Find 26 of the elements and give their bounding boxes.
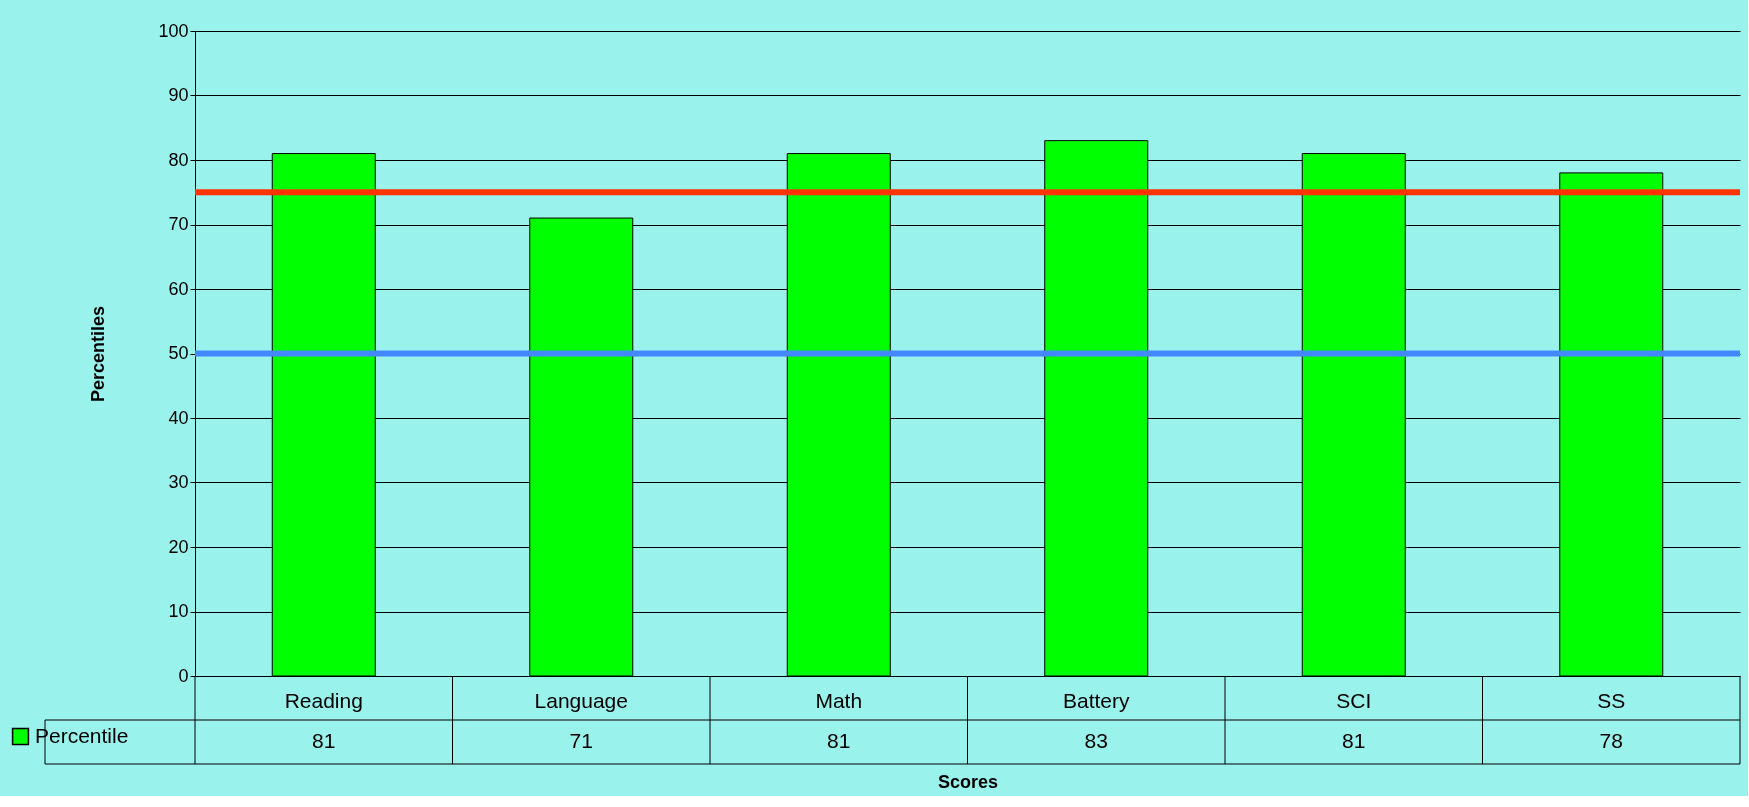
x-tick-label: SS (1597, 688, 1626, 712)
y-tick-label: 30 (168, 472, 189, 492)
x-axis-title: Scores (937, 771, 999, 792)
data-label: 81 (1342, 729, 1366, 752)
y-axis-title: Percentiles (88, 305, 109, 403)
data-label: 81 (312, 729, 336, 752)
x-tick-label: Reading (284, 688, 363, 712)
data-label: 71 (569, 729, 593, 752)
x-tick-label: SCI (1336, 688, 1372, 712)
y-tick-label: 20 (168, 536, 189, 557)
x-tick-label: Math (815, 688, 863, 712)
data-label: 78 (1599, 729, 1623, 752)
y-tick-label: 40 (168, 407, 189, 428)
data-label: 81 (827, 729, 851, 752)
y-tick-label: 70 (168, 214, 189, 234)
y-tick-label: 100 (158, 20, 189, 41)
y-tick-label: 10 (168, 601, 189, 621)
legend-label: Percentile (35, 723, 129, 747)
y-tick-label: 0 (178, 665, 189, 686)
data-label: 83 (1084, 729, 1108, 752)
x-tick-label: Language (534, 688, 628, 712)
y-tick-label: 80 (168, 149, 189, 170)
y-tick-label: 60 (168, 278, 189, 299)
x-tick-label: Battery (1062, 688, 1131, 712)
y-tick-label: 90 (168, 85, 189, 105)
y-tick-label: 50 (168, 343, 189, 363)
